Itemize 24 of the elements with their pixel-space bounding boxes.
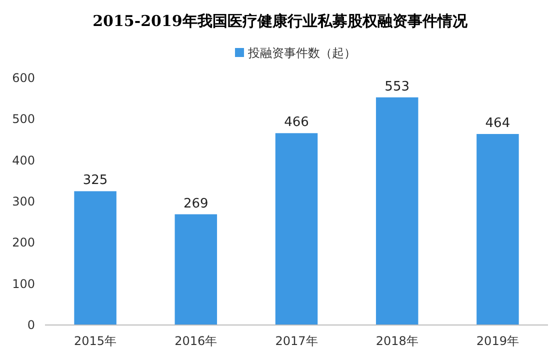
x-tick-label: 2016年	[174, 334, 218, 348]
data-label: 553	[384, 79, 410, 94]
y-tick-label: 200	[12, 236, 35, 250]
bar	[476, 134, 519, 325]
x-tick-label: 2018年	[376, 334, 418, 348]
data-label: 269	[183, 196, 208, 212]
legend-label: 投融资事件数（起）	[247, 46, 356, 60]
chart-title: 2015-2019年我国医疗健康行业私募股权融资事件情况	[92, 12, 468, 30]
x-tick-label: 2015年	[74, 334, 117, 348]
bar	[174, 214, 218, 325]
x-tick-label: 2017年	[275, 334, 318, 348]
y-tick-label: 300	[12, 194, 35, 208]
bar	[376, 97, 418, 325]
bar	[275, 133, 318, 325]
y-tick-label: 0	[27, 318, 35, 332]
y-tick-label: 500	[12, 112, 35, 126]
y-tick-label: 400	[12, 153, 35, 168]
data-label: 466	[284, 115, 309, 130]
y-tick-label: 100	[12, 276, 35, 291]
bar	[74, 191, 116, 325]
data-label: 325	[82, 173, 108, 188]
x-tick-label: 2019年	[476, 334, 519, 348]
y-tick-label: 600	[12, 71, 35, 85]
data-label: 464	[485, 116, 510, 131]
